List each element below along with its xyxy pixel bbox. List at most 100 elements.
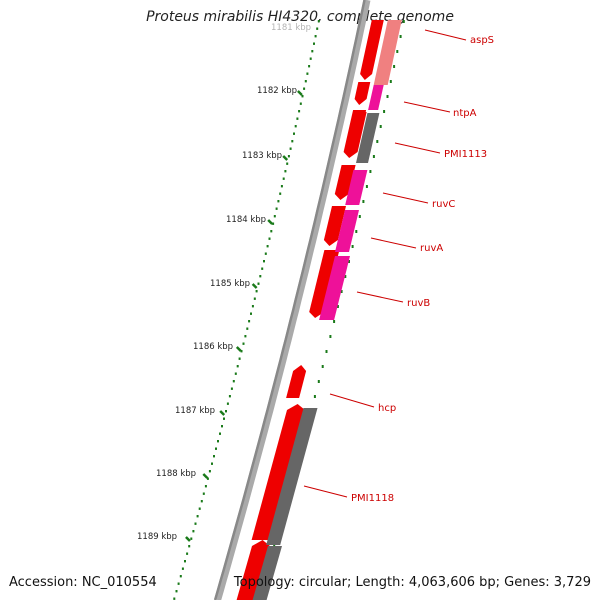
gene-label-ruvA[interactable]: ruvA: [420, 243, 443, 254]
gene-label-aspS[interactable]: aspS: [470, 35, 494, 46]
inner-tick: [393, 65, 396, 68]
ruler-dot: [306, 72, 309, 75]
ruler-labels: 1181 kbp 1182 kbp 1183 kbp 1184 kbp 1185…: [137, 23, 311, 542]
gene-label-ruvC[interactable]: ruvC: [432, 199, 455, 210]
ruler-dot: [266, 245, 269, 248]
ruler-dot: [277, 200, 280, 203]
label-leaders: [303, 29, 467, 498]
ruler-dot: [234, 372, 237, 375]
ruler-dot: [173, 597, 176, 600]
ruler-dot: [240, 350, 243, 353]
backbone-band: [214, 0, 371, 600]
ruler-dot: [293, 132, 295, 135]
ruler-dot: [301, 95, 304, 98]
ruler-label: 1185 kbp: [210, 279, 250, 289]
ruler-dot: [299, 102, 302, 105]
inner-tick: [321, 365, 324, 368]
inner-tick: [355, 230, 358, 233]
ruler-dot: [308, 65, 311, 68]
major-tick: [185, 536, 191, 542]
ruler-dot: [257, 282, 260, 285]
ruler-dot: [303, 87, 306, 90]
major-tick: [202, 473, 209, 479]
leader-line: [329, 393, 375, 408]
major-tick: [235, 346, 242, 352]
major-tick: [297, 90, 303, 96]
inner-tick: [383, 110, 386, 113]
ruler-dot: [317, 20, 320, 23]
inner-tick: [396, 50, 399, 53]
feature-PMI1118-companion: [266, 408, 318, 545]
leader-line: [356, 291, 404, 303]
inner-tick: [369, 170, 372, 173]
gene-label-ntpA[interactable]: ntpA: [453, 108, 477, 119]
inner-tick: [313, 395, 316, 398]
ruler-dot: [198, 507, 201, 510]
ruler-dot: [217, 440, 219, 443]
gene-features: [236, 20, 402, 600]
ruler-dot: [286, 162, 289, 165]
backbone-line: [213, 0, 366, 600]
leader-line: [403, 101, 451, 113]
feature-ntpA: [354, 82, 371, 105]
ruler-dot: [279, 192, 282, 195]
ruler-dot: [184, 560, 186, 563]
inner-tick: [372, 155, 375, 158]
ruler-dot: [289, 147, 292, 150]
inner-tick: [344, 275, 347, 278]
ruler-dot: [255, 290, 258, 293]
inner-tick: [389, 80, 392, 83]
leader-line: [303, 485, 348, 498]
feature-ruvA-companion: [335, 210, 359, 252]
ruler-dot: [261, 267, 264, 270]
ruler-dot: [221, 425, 223, 428]
gene-label-PMI1113[interactable]: PMI1113: [444, 149, 487, 160]
inner-tick: [399, 35, 402, 38]
ruler-dot: [223, 417, 225, 420]
ruler-dot: [244, 335, 247, 338]
inner-tick: [348, 260, 350, 263]
ruler-dot: [213, 455, 215, 458]
inner-tick: [351, 245, 354, 248]
feature-ruvC: [334, 165, 356, 200]
feature-next: [236, 540, 270, 600]
ruler-dot: [202, 492, 205, 495]
inner-tick: [333, 320, 336, 323]
ruler-label: 1186 kbp: [193, 342, 233, 352]
ruler-dot: [304, 80, 307, 83]
ruler-dot: [232, 380, 235, 383]
gene-labels: aspS ntpA PMI1113 ruvC ruvA ruvB hcp PMI…: [351, 35, 494, 504]
ruler-dot: [200, 500, 203, 503]
feature-PMI1113: [343, 110, 368, 158]
ruler-dot: [313, 42, 315, 45]
ruler-dot: [215, 447, 217, 450]
ruler-dot: [175, 590, 178, 593]
inner-tick: [376, 140, 379, 143]
ruler-dot: [309, 57, 312, 60]
feature-next-companion: [252, 546, 282, 600]
ruler-dot: [238, 357, 241, 360]
ruler-dot: [208, 470, 211, 473]
ruler-dot: [206, 477, 209, 480]
ruler-dot: [275, 207, 278, 210]
ruler-dot: [263, 260, 265, 263]
accession-text: Accession: NC_010554: [9, 575, 157, 590]
gene-label-ruvB[interactable]: ruvB: [407, 298, 430, 309]
ruler-dot: [264, 252, 267, 255]
ruler-dot: [311, 50, 314, 53]
feature-ruvA: [323, 206, 346, 246]
ruler-dot: [314, 35, 317, 38]
inner-tick: [336, 305, 339, 308]
ruler-dot: [272, 222, 275, 225]
leader-line: [394, 142, 441, 154]
ruler-dot: [196, 515, 199, 518]
ruler-dot: [236, 365, 239, 368]
gene-label-hcp[interactable]: hcp: [378, 403, 396, 414]
ruler-label: 1183 kbp: [242, 151, 282, 161]
ruler-dot: [248, 320, 251, 323]
inner-tick: [386, 95, 389, 98]
gene-label-PMI1118[interactable]: PMI1118: [351, 493, 394, 504]
ruler-dot: [282, 177, 285, 180]
inner-tick: [362, 200, 365, 203]
